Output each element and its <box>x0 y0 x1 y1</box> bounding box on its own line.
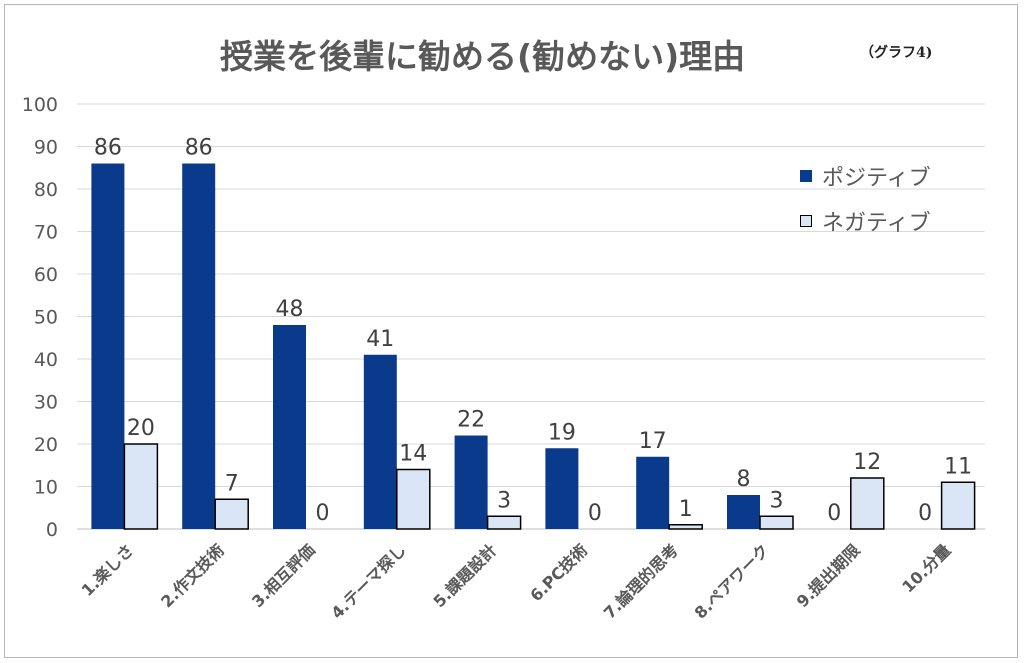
bar-negative <box>850 477 885 530</box>
legend-item-negative: ネガティブ <box>800 205 931 237</box>
y-tick-label: 0 <box>46 519 58 541</box>
bar-positive <box>182 163 216 529</box>
data-label: 12 <box>853 450 881 475</box>
bar-positive <box>91 163 125 529</box>
data-label: 86 <box>185 136 213 161</box>
data-label: 8 <box>737 467 751 492</box>
bar-negative <box>123 443 159 530</box>
data-label: 22 <box>457 408 485 433</box>
bar-positive <box>454 435 488 529</box>
data-label: 19 <box>548 420 576 445</box>
bar-negative <box>396 468 431 530</box>
y-tick-label: 30 <box>34 392 58 414</box>
legend-item-positive: ポジティブ <box>800 160 931 192</box>
legend-swatch-positive <box>800 170 812 182</box>
data-label: 11 <box>944 454 972 479</box>
x-tick-label: 8.ペアワーク <box>691 540 773 622</box>
bar-negative <box>214 498 249 530</box>
data-label: 0 <box>827 501 841 526</box>
x-tick-label: 4.テーマ探し <box>327 540 409 622</box>
data-label: 14 <box>399 442 427 467</box>
legend-label-negative: ネガティブ <box>822 211 931 236</box>
x-tick-label: 1.楽しさ <box>78 540 138 600</box>
data-label: 20 <box>127 416 155 441</box>
data-label: 17 <box>639 429 667 454</box>
bar-positive <box>363 354 397 529</box>
chart-frame <box>4 4 1018 658</box>
y-tick-label: 20 <box>34 434 58 456</box>
data-label: 41 <box>366 327 394 352</box>
y-tick-label: 10 <box>34 477 58 499</box>
bar-negative <box>486 515 522 530</box>
bar-positive <box>727 495 760 529</box>
data-label: 0 <box>316 501 330 526</box>
data-label: 1 <box>679 497 693 522</box>
x-tick-label: 9.提出期限 <box>793 540 865 612</box>
y-tick-label: 80 <box>34 179 58 201</box>
data-label: 86 <box>94 136 122 161</box>
y-tick-label: 90 <box>34 137 58 159</box>
bar-positive <box>545 448 579 529</box>
data-label: 3 <box>497 488 511 513</box>
chart-note: （グラフ4) <box>860 45 933 61</box>
y-tick-label: 100 <box>22 94 58 116</box>
y-tick-label: 40 <box>34 349 58 371</box>
chart-title: 授業を後輩に勧める(勧めない)理由 <box>220 37 746 76</box>
data-label: 0 <box>588 501 602 526</box>
legend-label-positive: ポジティブ <box>822 166 931 191</box>
x-tick-label: 5.課題設計 <box>430 540 501 611</box>
y-tick-label: 70 <box>34 222 58 244</box>
bar-positive <box>273 325 306 529</box>
legend-swatch-negative <box>800 215 812 227</box>
x-tick-label: 10.分量 <box>898 540 954 596</box>
y-tick-label: 50 <box>34 307 58 329</box>
data-label: 48 <box>276 297 304 322</box>
bar-negative <box>668 524 703 530</box>
bar-negative <box>759 515 794 530</box>
x-tick-label: 2.作文技術 <box>157 540 228 611</box>
bar-positive <box>636 456 670 529</box>
x-tick-label: 6.PC技術 <box>526 540 591 605</box>
y-tick-label: 60 <box>34 264 58 286</box>
data-label: 3 <box>770 488 784 513</box>
x-tick-label: 3.相互評価 <box>248 540 319 611</box>
data-label: 0 <box>918 501 932 526</box>
x-tick-label: 7.論理的思考 <box>600 540 682 622</box>
data-label: 7 <box>225 471 239 496</box>
bar-negative <box>940 481 976 530</box>
